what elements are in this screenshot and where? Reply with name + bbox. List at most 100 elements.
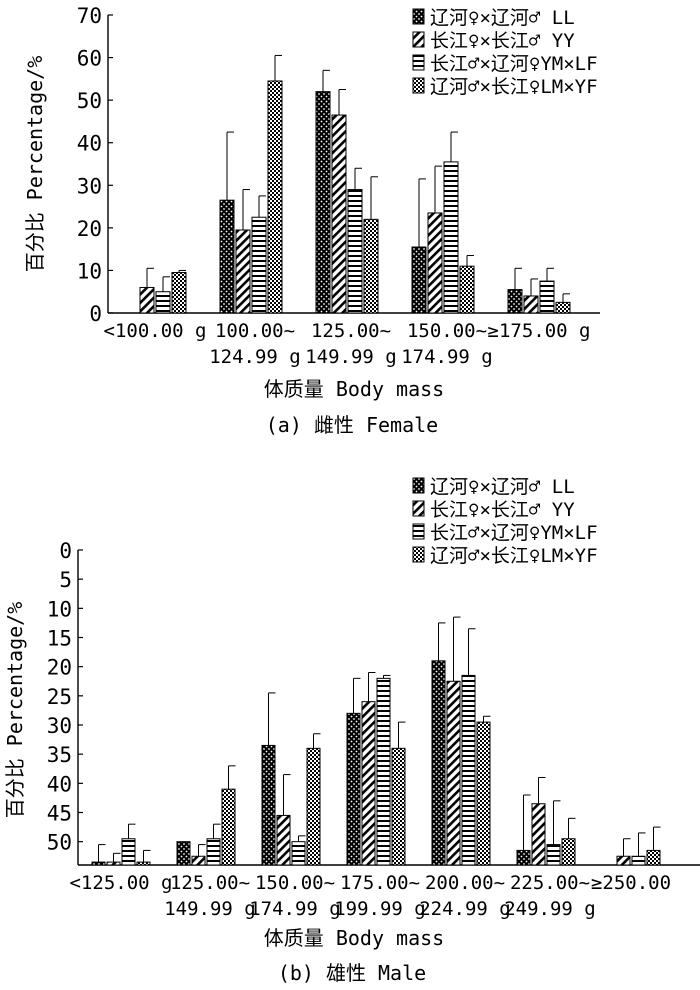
bar bbox=[267, 80, 283, 314]
legend-label: 长江♂×辽河♀YM×LF bbox=[430, 53, 598, 75]
bar bbox=[427, 212, 443, 314]
y-tick-label: 45 bbox=[47, 802, 72, 826]
x-tick-label: ≥175.00 g bbox=[488, 320, 591, 342]
y-tick-label: 40 bbox=[77, 132, 102, 156]
bar bbox=[446, 680, 461, 866]
x-tick-label: 125.00~ bbox=[170, 872, 250, 894]
x-tick-label: 149.99 g bbox=[164, 898, 256, 920]
bar bbox=[261, 744, 276, 866]
x-tick-label: ≥250.00 bbox=[591, 872, 671, 894]
bar bbox=[176, 841, 191, 866]
x-tick-label: 150.00~ bbox=[407, 320, 487, 342]
bar bbox=[516, 849, 531, 866]
bar bbox=[646, 849, 661, 866]
x-tick-label: 100.00~ bbox=[215, 320, 295, 342]
y-tick-label: 5 bbox=[59, 568, 72, 592]
bar bbox=[523, 295, 539, 314]
y-tick-label: 25 bbox=[47, 685, 72, 709]
x-tick-label: 125.00~ bbox=[311, 320, 391, 342]
y-tick-label: 30 bbox=[77, 174, 102, 198]
y-axis-label: 百分比 Percentage/% bbox=[3, 602, 27, 819]
legend-swatch bbox=[412, 546, 425, 563]
y-tick-label: 40 bbox=[47, 772, 72, 796]
bar bbox=[121, 838, 136, 866]
x-tick-label: <125.00 g bbox=[70, 872, 173, 894]
bar bbox=[347, 189, 363, 314]
bar bbox=[206, 838, 221, 866]
y-tick-label: 30 bbox=[47, 714, 72, 738]
x-tick-label: 150.00~ bbox=[255, 872, 335, 894]
x-tick-label: 199.99 g bbox=[334, 898, 426, 920]
bar bbox=[106, 861, 121, 866]
legend-swatch bbox=[412, 77, 425, 94]
bar bbox=[171, 272, 187, 314]
y-tick-label: 70 bbox=[77, 4, 102, 28]
legend-swatch bbox=[412, 54, 425, 71]
bar bbox=[459, 265, 475, 314]
y-tick-label: 20 bbox=[47, 656, 72, 680]
bar bbox=[431, 660, 446, 866]
bar bbox=[315, 91, 331, 314]
legend-swatch bbox=[412, 500, 425, 517]
bar bbox=[411, 246, 427, 314]
bar bbox=[235, 229, 251, 314]
bar bbox=[546, 844, 561, 866]
x-tick-label: 200.00~ bbox=[425, 872, 505, 894]
bar bbox=[221, 788, 236, 866]
bar bbox=[219, 199, 235, 314]
y-tick-label: 0 bbox=[89, 302, 102, 326]
legend-swatch bbox=[412, 8, 425, 25]
legend-label: 长江♀×长江♂ YY bbox=[430, 499, 575, 521]
bar bbox=[91, 861, 106, 866]
x-tick-label: 249.99 g bbox=[504, 898, 596, 920]
legend-swatch bbox=[412, 31, 425, 48]
bar bbox=[291, 841, 306, 866]
legend-label: 辽河♀×辽河♂ LL bbox=[430, 476, 575, 498]
bar bbox=[631, 855, 646, 866]
bar bbox=[306, 747, 321, 866]
x-tick-label: 149.99 g bbox=[305, 346, 397, 368]
y-tick-label: 10 bbox=[77, 259, 102, 283]
bar bbox=[476, 721, 491, 866]
bar bbox=[346, 712, 361, 866]
figure-caption: (b) 雄性 Male bbox=[278, 961, 426, 985]
y-tick-label: 50 bbox=[77, 89, 102, 113]
bar bbox=[461, 674, 476, 866]
legend-label: 长江♀×长江♂ YY bbox=[430, 30, 575, 52]
bar bbox=[251, 216, 267, 314]
x-tick-label: 124.99 g bbox=[209, 346, 301, 368]
y-tick-label: 20 bbox=[77, 217, 102, 241]
y-tick-label: 50 bbox=[47, 831, 72, 855]
bar bbox=[191, 855, 206, 866]
bar bbox=[561, 838, 576, 866]
bar bbox=[507, 289, 523, 314]
x-tick-label: <100.00 g bbox=[104, 320, 207, 342]
y-tick-label: 60 bbox=[77, 47, 102, 71]
bar bbox=[139, 286, 155, 314]
bar bbox=[136, 861, 151, 866]
legend-swatch bbox=[412, 477, 425, 494]
bar bbox=[361, 701, 376, 866]
bar bbox=[276, 814, 291, 866]
legend-label: 长江♂×辽河♀YM×LF bbox=[430, 522, 598, 544]
legend-label: 辽河♂×长江♀LM×YF bbox=[430, 545, 598, 567]
legend-swatch bbox=[412, 523, 425, 540]
x-axis-label: 体质量 Body mass bbox=[264, 926, 444, 950]
bar bbox=[531, 803, 546, 866]
y-tick-label: 0 bbox=[59, 539, 72, 563]
y-tick-label: 15 bbox=[47, 627, 72, 651]
legend-label: 辽河♂×长江♀LM×YF bbox=[430, 76, 598, 98]
x-tick-label: 225.00~ bbox=[510, 872, 590, 894]
bar bbox=[391, 747, 406, 866]
bar bbox=[555, 301, 571, 314]
x-tick-label: 175.00~ bbox=[340, 872, 420, 894]
bar bbox=[376, 677, 391, 866]
legend-label: 辽河♀×辽河♂ LL bbox=[430, 7, 575, 29]
x-tick-label: 174.99 g bbox=[249, 898, 341, 920]
figure-caption: (a) 雌性 Female bbox=[266, 413, 438, 437]
y-tick-label: 10 bbox=[47, 597, 72, 621]
bar bbox=[443, 161, 459, 314]
y-tick-label: 35 bbox=[47, 743, 72, 767]
